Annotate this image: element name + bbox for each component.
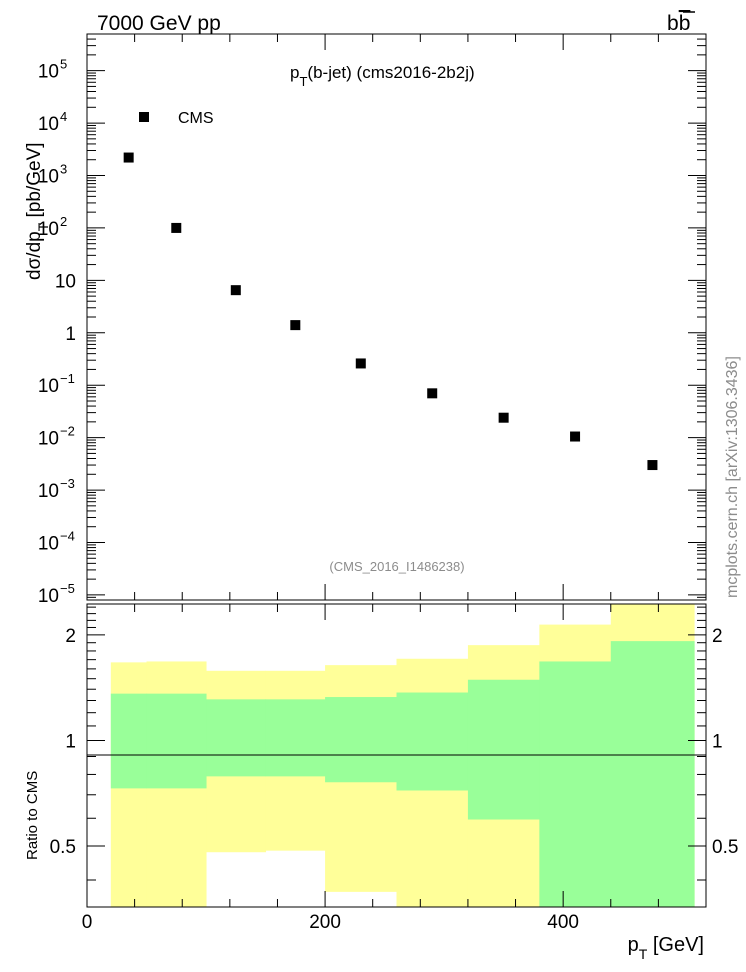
ratio-y-tick-label-right: 1 (712, 731, 723, 752)
ratio-inner-band-bin (467, 679, 540, 820)
legend-label-cms: CMS (178, 110, 214, 127)
y-tick-label-base: 10 (38, 167, 59, 188)
process-bar: b (679, 12, 691, 35)
svg-text:bb: bb (667, 12, 690, 35)
source-watermark: mcplots.cern.ch [arXiv:1306.3436] (724, 356, 741, 598)
ratio-inner-band-bin (539, 661, 612, 907)
xlabel-unit: [GeV] (647, 934, 704, 956)
ratio-frame (86, 603, 707, 908)
ratio-y-tick-label-left: 2 (65, 626, 76, 647)
ratio-inner-band-bin (110, 693, 148, 789)
data-point-cms (647, 460, 658, 471)
ratio-inner-band-bin (325, 697, 397, 783)
main-frame (86, 33, 707, 601)
x-tick-label: 0 (82, 912, 93, 933)
x-tick-label: 200 (309, 912, 341, 933)
ylabel-sub: T (35, 222, 51, 231)
legend-marker-cms (139, 112, 149, 122)
ratio-y-tick-label-right: 0.5 (712, 837, 738, 858)
main-y-axis-label: dσ/dpT [pb/GeV] (24, 142, 51, 280)
y-tick-label-exponent: −5 (60, 581, 75, 596)
ratio-y-tick-label-left: 0.5 (50, 837, 76, 858)
y-tick-label-exponent: −1 (60, 371, 75, 386)
xlabel-p: p (628, 934, 639, 956)
y-tick-label: 1 (65, 324, 76, 345)
title-p: p (290, 63, 299, 82)
process-base: b (667, 12, 679, 35)
data-point-cms (355, 358, 366, 369)
y-tick-label-exponent: 4 (60, 109, 67, 124)
y-tick-label-base: 10 (38, 429, 59, 450)
main-axis-ticks (86, 33, 707, 601)
xlabel-sub: T (639, 946, 648, 962)
y-tick-label-base: 10 (38, 586, 59, 607)
y-tick-label-exponent: 2 (60, 214, 67, 229)
ratio-y-axis-label: Ratio to CMS (24, 771, 41, 860)
ratio-inner-band-bin (146, 693, 207, 789)
ylabel-main: dσ/dp (24, 231, 45, 280)
data-point-cms (498, 412, 509, 423)
x-axis-label: pT [GeV] (628, 934, 704, 962)
ratio-tick-labels: 0.5 0.5 1 1 2 2 0 200 400 (50, 626, 739, 933)
ratio-panel: 0.5 0.5 1 1 2 2 0 200 400 Ratio to CMS pT [GeV] (24, 603, 739, 962)
data-point-cms (123, 152, 134, 163)
title-sub: T (299, 74, 307, 89)
analysis-annotation: (CMS_2016_I1486238) (329, 559, 464, 574)
ratio-inner-band-bin (610, 641, 695, 907)
ratio-bands (110, 604, 695, 907)
y-tick-label-base: 10 (38, 376, 59, 397)
process-label: bb (667, 11, 695, 35)
y-tick-label-base: 10 (38, 62, 59, 83)
ratio-inner-band-bin (206, 699, 267, 777)
y-tick-label-base: 10 (38, 219, 59, 240)
x-tick-label: 400 (547, 912, 579, 933)
y-tick-label-base: 10 (38, 533, 59, 554)
ratio-y-tick-label-right: 2 (712, 626, 723, 647)
title-rest: (b-jet) (cms2016-2b2j) (307, 63, 474, 82)
y-tick-label: 10 (55, 271, 76, 292)
data-point-cms (290, 320, 301, 331)
ratio-y-tick-label-left: 1 (65, 731, 76, 752)
data-point-cms (427, 388, 438, 399)
y-tick-label-exponent: −3 (60, 476, 75, 491)
y-tick-label-exponent: −2 (60, 424, 75, 439)
ratio-inner-band-bin (265, 699, 326, 777)
energy-label: 7000 GeV pp (97, 12, 221, 35)
data-point-cms (230, 285, 241, 296)
data-point-cms (171, 222, 182, 233)
ylabel-unit: [pb/GeV] (24, 142, 45, 222)
y-tick-label-exponent: 5 (60, 57, 67, 72)
data-points (123, 152, 658, 471)
ratio-inner-band-bin (396, 692, 469, 791)
y-tick-label-exponent: 3 (60, 162, 67, 177)
plot-title: pT(b-jet) (cms2016-2b2j) (290, 63, 475, 89)
data-point-cms (570, 431, 581, 442)
y-tick-label-base: 10 (38, 481, 59, 502)
y-tick-label-exponent: −4 (60, 528, 75, 543)
y-tick-label-base: 10 (38, 114, 59, 135)
